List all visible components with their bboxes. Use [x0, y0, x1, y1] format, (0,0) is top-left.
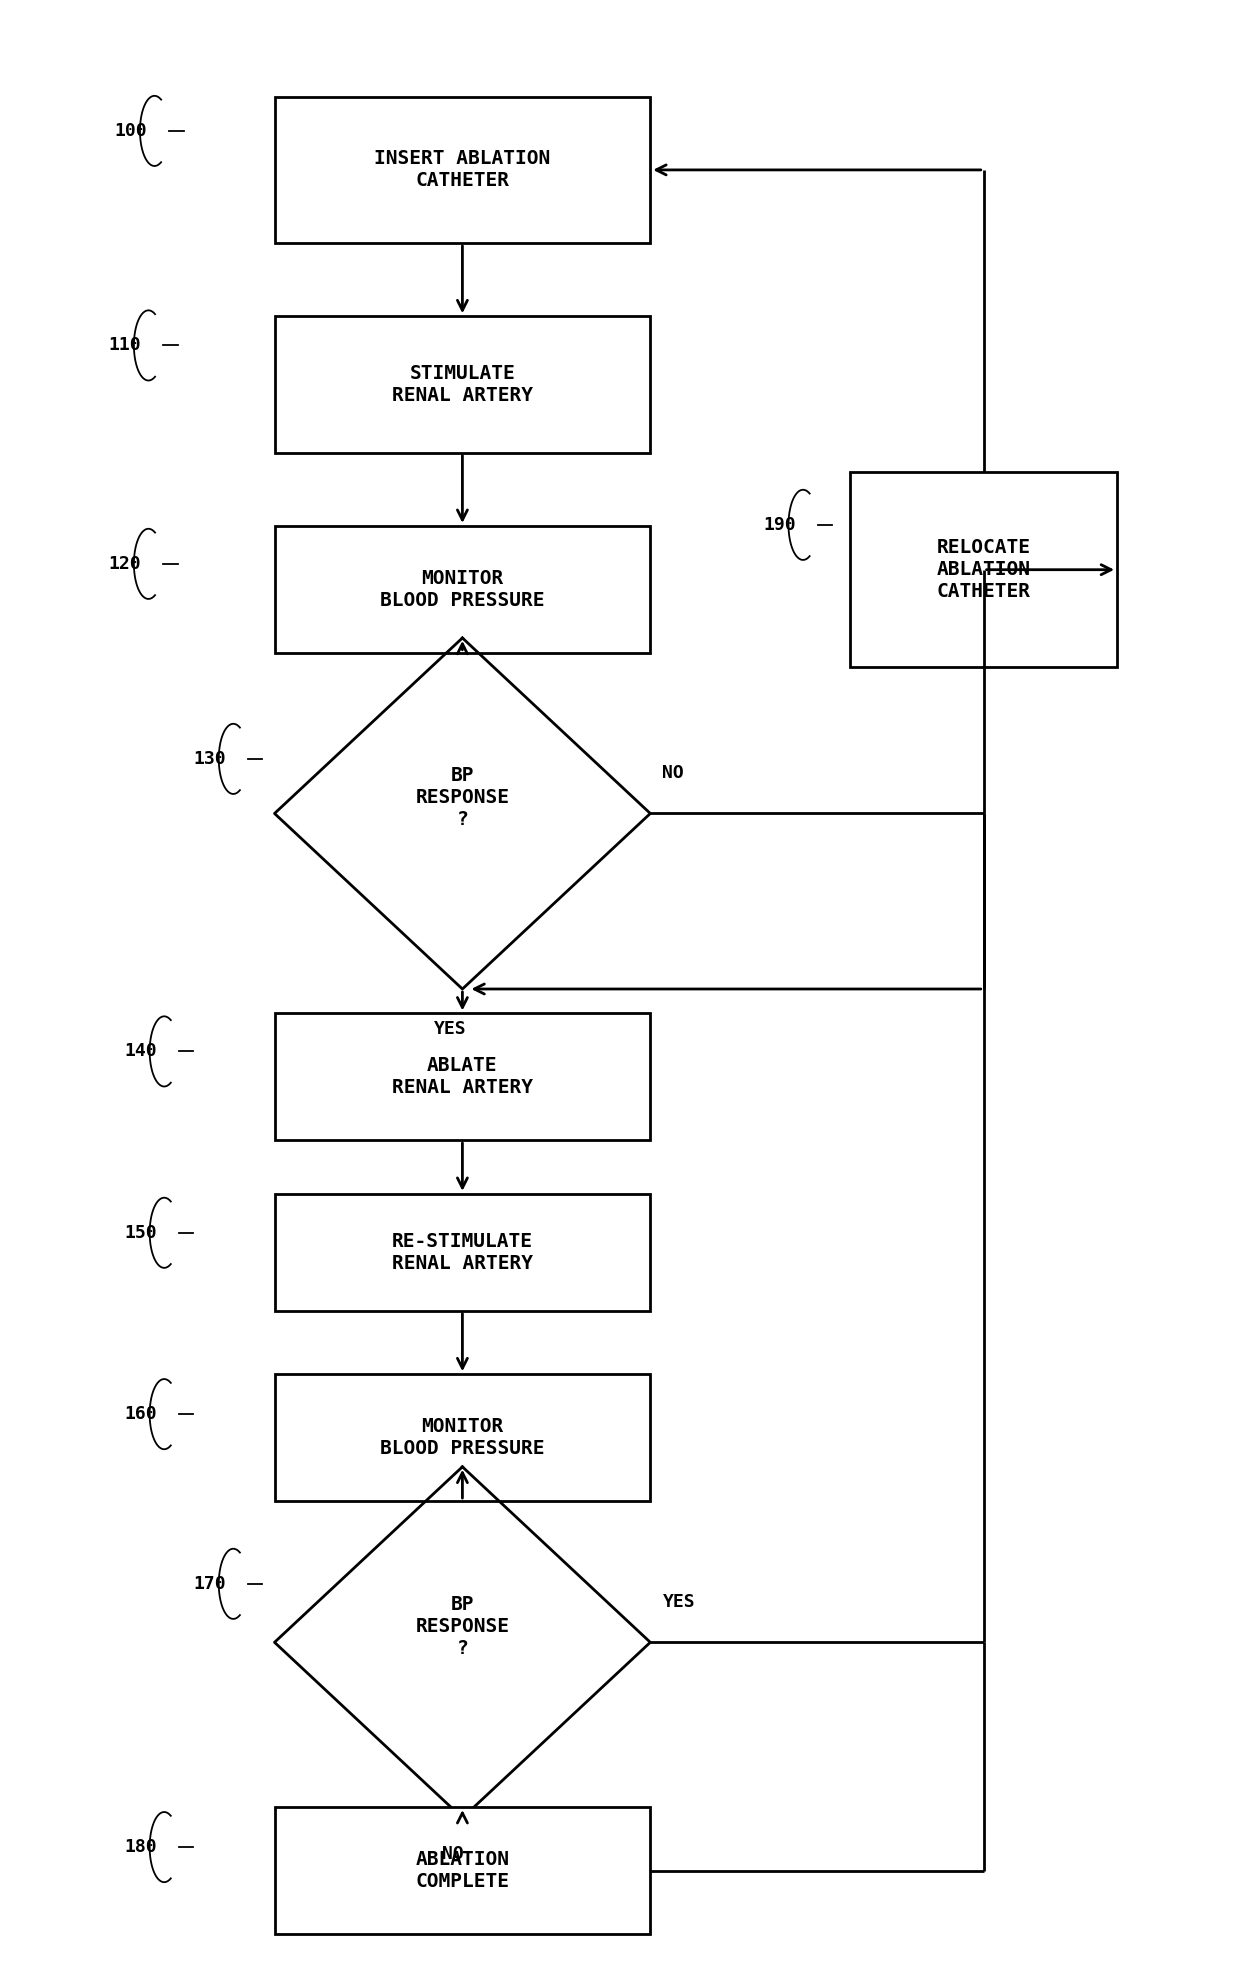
- Text: INSERT ABLATION
CATHETER: INSERT ABLATION CATHETER: [374, 150, 551, 190]
- Bar: [274, 316, 650, 453]
- Bar: [274, 97, 650, 243]
- Text: 110: 110: [109, 336, 141, 354]
- Text: MONITOR
BLOOD PRESSURE: MONITOR BLOOD PRESSURE: [381, 1416, 544, 1458]
- Text: 100: 100: [114, 123, 148, 140]
- Text: 120: 120: [109, 556, 141, 574]
- Bar: [274, 1808, 650, 1934]
- Text: YES: YES: [434, 1021, 466, 1038]
- Bar: [274, 1013, 650, 1139]
- Text: ABLATE
RENAL ARTERY: ABLATE RENAL ARTERY: [392, 1056, 533, 1098]
- Text: STIMULATE
RENAL ARTERY: STIMULATE RENAL ARTERY: [392, 364, 533, 405]
- Text: 180: 180: [124, 1838, 157, 1855]
- Text: 140: 140: [124, 1042, 157, 1060]
- Text: BP
RESPONSE
?: BP RESPONSE ?: [415, 765, 510, 829]
- Text: 160: 160: [124, 1404, 157, 1422]
- Text: 130: 130: [193, 750, 226, 767]
- Text: MONITOR
BLOOD PRESSURE: MONITOR BLOOD PRESSURE: [381, 570, 544, 609]
- Text: BP
RESPONSE
?: BP RESPONSE ?: [415, 1594, 510, 1658]
- Text: NO: NO: [441, 1845, 464, 1863]
- Text: NO: NO: [662, 764, 684, 781]
- Text: RE-STIMULATE
RENAL ARTERY: RE-STIMULATE RENAL ARTERY: [392, 1232, 533, 1272]
- Bar: [851, 473, 1117, 667]
- Text: 190: 190: [763, 516, 796, 534]
- Bar: [274, 526, 650, 653]
- Text: 150: 150: [124, 1224, 157, 1242]
- Text: ABLATION
COMPLETE: ABLATION COMPLETE: [415, 1849, 510, 1891]
- Text: RELOCATE
ABLATION
CATHETER: RELOCATE ABLATION CATHETER: [936, 538, 1030, 601]
- Bar: [274, 1195, 650, 1311]
- Text: YES: YES: [662, 1592, 696, 1612]
- Text: 170: 170: [193, 1574, 226, 1592]
- Bar: [274, 1375, 650, 1501]
